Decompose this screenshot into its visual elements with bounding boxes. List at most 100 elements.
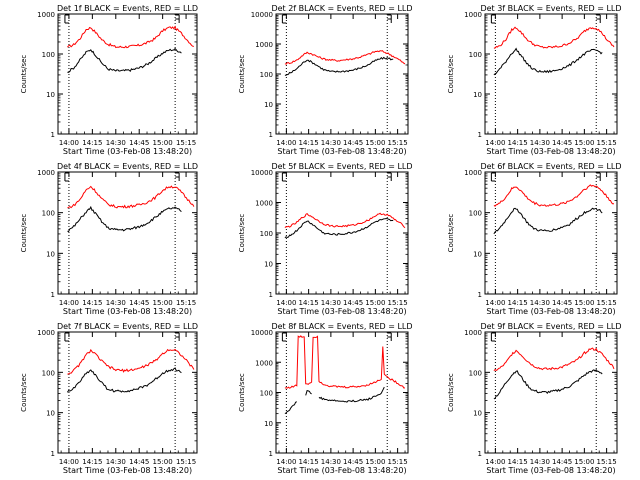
chart-7-series-events — [66, 367, 182, 393]
chart-7-xtick-label: 14:45 — [129, 458, 149, 466]
chart-7-ylabel: Counts/sec — [20, 373, 28, 412]
chart-6-xtick-label: 14:45 — [552, 299, 572, 307]
chart-5: Det 5f BLACK = Events, RED = LLD Start Ti… — [238, 162, 413, 316]
chart-3-title: Det 3f BLACK = Events, RED = LLD — [480, 4, 621, 13]
chart-4-ylabel: Counts/sec — [20, 214, 28, 253]
chart-2-series-lld — [284, 50, 406, 65]
chart-5-series-events — [284, 218, 394, 239]
chart-8-xtick-label: 14:30 — [321, 458, 341, 466]
chart-3-xtick-label: 14:30 — [530, 139, 550, 147]
chart-4-ytick-label: 1 — [51, 291, 55, 299]
chart-1-title: Det 1f BLACK = Events, RED = LLD — [57, 4, 198, 13]
chart-7-xtick-label: 14:00 — [59, 458, 79, 466]
chart-7-ytick-label: 10 — [46, 410, 55, 418]
chart-8-series-lld — [284, 335, 406, 389]
chart-8-xtick-label: 14:45 — [343, 458, 363, 466]
chart-1-xtick-label: 14:15 — [82, 139, 102, 147]
chart-3-ytick-label: 1000 — [464, 11, 482, 19]
chart-8-series-events — [284, 401, 298, 415]
chart-3-ytick-label: 1 — [478, 131, 482, 139]
chart-3-ylabel: Counts/sec — [447, 55, 455, 94]
chart-5-xtick-label: 14:45 — [343, 299, 363, 307]
chart-6-xtick-label: 14:00 — [485, 299, 505, 307]
chart-2-marker-bracket — [387, 14, 392, 23]
chart-8-series-events — [318, 386, 385, 403]
chart-8-xtick-label: 15:15 — [388, 458, 408, 466]
chart-9-title: Det 9f BLACK = Events, RED = LLD — [480, 322, 621, 331]
chart-9-series-lld — [493, 347, 615, 372]
chart-2-xtick-label: 14:00 — [276, 139, 296, 147]
chart-9-ytick-label: 100 — [469, 369, 482, 377]
chart-1-xtick-label: 15:15 — [176, 139, 196, 147]
chart-6-ytick-label: 10 — [473, 250, 482, 258]
chart-9-xtick-label: 15:00 — [574, 458, 594, 466]
chart-8-xtick-label: 15:00 — [365, 458, 385, 466]
chart-1-xlabel: Start Time (03-Feb-08 13:48:20) — [63, 147, 192, 156]
chart-5-series-lld — [284, 212, 406, 229]
chart-6-title: Det 6f BLACK = Events, RED = LLD — [480, 162, 621, 171]
chart-9-xtick-label: 14:45 — [552, 458, 572, 466]
chart-5-ytick-label: 1000 — [255, 200, 273, 208]
chart-1-marker-bracket — [64, 14, 69, 24]
chart-9-xtick-label: 14:00 — [485, 458, 505, 466]
chart-3-plot-frame — [484, 13, 618, 135]
chart-3-xtick-label: 15:15 — [597, 139, 617, 147]
chart-6-xtick-label: 14:30 — [530, 299, 550, 307]
chart-1-xtick-label: 14:45 — [129, 139, 149, 147]
chart-1-xtick-label: 14:30 — [106, 139, 126, 147]
chart-2-xtick-label: 14:45 — [343, 139, 363, 147]
chart-2-ylabel: Counts/sec — [238, 55, 246, 94]
chart-9: Det 9f BLACK = Events, RED = LLD Start Ti… — [447, 322, 622, 475]
chart-6-ytick-label: 1 — [478, 291, 482, 299]
chart-3-series-events — [493, 47, 603, 76]
chart-4-title: Det 4f BLACK = Events, RED = LLD — [57, 162, 198, 171]
chart-8-ytick-label: 10000 — [251, 329, 273, 337]
chart-5-xtick-label: 14:30 — [321, 299, 341, 307]
chart-8-ylabel: Counts/sec — [238, 373, 246, 412]
chart-6-xtick-label: 15:15 — [597, 299, 617, 307]
chart-8-title: Det 8f BLACK = Events, RED = LLD — [271, 322, 412, 331]
chart-5-plot-frame — [275, 171, 409, 295]
chart-4-series-lld — [67, 185, 195, 209]
chart-7-xtick-label: 15:15 — [176, 458, 196, 466]
chart-4-xtick-label: 14:00 — [59, 299, 79, 307]
chart-7-ytick-label: 100 — [42, 369, 55, 377]
chart-7-series-lld — [67, 348, 195, 375]
chart-4-xtick-label: 14:45 — [129, 299, 149, 307]
chart-2-ytick-label: 10 — [264, 101, 273, 109]
chart-8: Det 8f BLACK = Events, RED = LLD Start Ti… — [238, 322, 413, 475]
chart-1-xtick-label: 14:00 — [59, 139, 79, 147]
chart-3-xlabel: Start Time (03-Feb-08 13:48:20) — [486, 147, 615, 156]
chart-2-xtick-label: 14:15 — [299, 139, 319, 147]
chart-8-series-events — [305, 389, 312, 396]
chart-3-ytick-label: 100 — [469, 51, 482, 59]
chart-4: Det 4f BLACK = Events, RED = LLD Start Ti… — [20, 162, 198, 316]
chart-7-ytick-label: 1 — [51, 450, 55, 458]
chart-4-xtick-label: 14:30 — [106, 299, 126, 307]
chart-3-xtick-label: 14:00 — [485, 139, 505, 147]
chart-9-ytick-label: 1 — [478, 450, 482, 458]
chart-9-series-events — [493, 369, 603, 400]
chart-5-xtick-label: 15:00 — [365, 299, 385, 307]
chart-9-xtick-label: 14:30 — [530, 458, 550, 466]
chart-3-xtick-label: 14:15 — [508, 139, 528, 147]
chart-1-marker-bracket — [175, 14, 180, 23]
chart-4-xtick-label: 14:15 — [82, 299, 102, 307]
chart-5-marker-bracket — [387, 172, 392, 181]
chart-6-series-lld — [493, 184, 615, 207]
chart-8-xlabel: Start Time (03-Feb-08 13:48:20) — [277, 466, 406, 475]
chart-9-ytick-label: 1000 — [464, 329, 482, 337]
chart-5-xlabel: Start Time (03-Feb-08 13:48:20) — [277, 307, 406, 316]
chart-4-xlabel: Start Time (03-Feb-08 13:48:20) — [63, 307, 192, 316]
chart-6-marker-bracket — [490, 172, 496, 182]
chart-1-ytick-label: 1000 — [37, 11, 55, 19]
chart-5-title: Det 5f BLACK = Events, RED = LLD — [271, 162, 412, 171]
chart-1-xtick-label: 15:00 — [153, 139, 173, 147]
chart-8-marker-bracket — [387, 332, 392, 341]
chart-7-marker-bracket — [175, 332, 180, 341]
chart-4-series-events — [67, 205, 182, 233]
chart-1-series-lld — [67, 25, 194, 49]
chart-8-plot-frame — [275, 331, 409, 454]
chart-7-xtick-label: 15:00 — [153, 458, 173, 466]
chart-6-series-events — [493, 207, 603, 235]
